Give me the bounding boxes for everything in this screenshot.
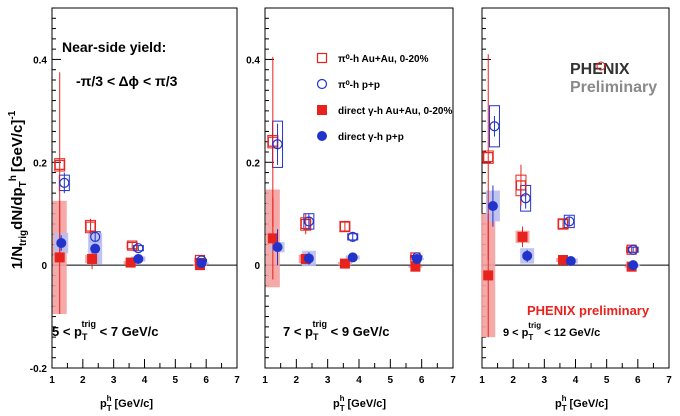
data-point (483, 152, 494, 163)
x-tick-label: 1 (262, 375, 268, 386)
data-point (557, 218, 569, 230)
data-point (272, 139, 283, 150)
legend-entry: direct γ-h p+p (317, 131, 404, 143)
x-tick-label: 7 (666, 375, 672, 386)
panel-1: -0.2 0 0.2 0.4 1 2 3 4 5 6 7 (30, 7, 240, 386)
data-point (411, 253, 422, 264)
x-tick-label: 6 (419, 375, 425, 386)
legend-label: π⁰-h Au+Au, 0-20% (338, 54, 429, 65)
y-tick-label: 0.4 (33, 55, 47, 66)
data-point (339, 221, 350, 232)
y-tick-label: 0 (254, 261, 260, 272)
delta-phi-range: -π/3 < Δϕ < π/3 (76, 73, 178, 89)
data-point (483, 270, 494, 281)
phenix-logo-subtitle: Preliminary (570, 79, 657, 96)
legend-marker-icon (316, 78, 328, 90)
x-tick-label: 7 (450, 375, 456, 386)
data-point (127, 240, 138, 251)
data-point (303, 253, 314, 264)
panels-layer: -0.2 0 0.2 0.4 1 2 3 4 5 6 7 0 0.2 0.4 1 2 3 4 5 6 7 1 2 3 4 5 6 7 (30, 7, 672, 386)
x-tick-label: 1 (479, 375, 485, 386)
legend-marker-icon (317, 105, 327, 115)
x-axis-label-3: pTh [GeV/c] (555, 394, 608, 413)
phenix-preliminary-label: PHENIX preliminary (527, 303, 650, 318)
data-point (133, 243, 144, 254)
x-tick-label: 2 (510, 375, 516, 386)
legend-marker-icon (316, 52, 328, 64)
data-point (517, 231, 528, 242)
panel-2-trig-range: 7 < pTtrig < 9 GeV/c (283, 319, 390, 342)
x-tick-label: 1 (49, 375, 55, 386)
legend-entry: π⁰-h Au+Au, 0-20% (316, 52, 429, 65)
data-point (59, 177, 70, 188)
x-tick-label: 5 (173, 375, 179, 386)
data-point (628, 260, 639, 271)
data-point (272, 242, 283, 253)
panel-1-trig-range: 5 < pTtrig < 7 GeV/c (52, 319, 159, 342)
data-point (133, 253, 144, 264)
data-point (515, 180, 527, 191)
data-point (522, 250, 533, 261)
data-point (300, 218, 311, 230)
data-point (54, 252, 65, 263)
data-point (56, 238, 67, 249)
data-point (489, 121, 500, 132)
panel-frame (51, 7, 238, 369)
legend: π⁰-h Au+Au, 0-20% π⁰-h p+p direct γ-h Au+A… (316, 52, 452, 143)
data-point (90, 243, 101, 254)
data-point (196, 258, 207, 269)
x-tick-label: 4 (142, 375, 148, 386)
x-tick-label: 2 (294, 375, 300, 386)
legend-label: π⁰-h p+p (338, 80, 380, 91)
legend-marker-icon (317, 131, 327, 141)
data-point (520, 193, 531, 204)
y-tick-label: 0.4 (246, 55, 260, 66)
data-point (90, 231, 101, 242)
data-point (628, 244, 639, 255)
y-tick-label: -0.2 (30, 364, 48, 375)
x-tick-label: 2 (80, 375, 86, 386)
x-tick-label: 5 (388, 375, 394, 386)
near-side-yield-title: Near-side yield: (62, 39, 166, 55)
data-point (303, 216, 314, 227)
data-point (347, 231, 358, 242)
legend-label: direct γ-h p+p (338, 132, 404, 143)
x-tick-label: 4 (573, 375, 579, 386)
x-tick-label: 4 (356, 375, 362, 386)
legend-entry: direct γ-h Au+Au, 0-20% (317, 105, 452, 117)
y-tick-label: 0.2 (33, 158, 47, 169)
panel-3: 1 2 3 4 5 6 7 (479, 7, 672, 386)
data-point (339, 258, 350, 269)
y-tick-label: 0.2 (246, 158, 260, 169)
x-axis-label-1: pTh [GeV/c] (100, 394, 153, 413)
data-point (85, 221, 96, 232)
legend-label: direct γ-h Au+Au, 0-20% (338, 106, 452, 117)
x-tick-label: 5 (604, 375, 610, 386)
panel-2: 0 0.2 0.4 1 2 3 4 5 6 7 (246, 7, 456, 386)
x-tick-label: 3 (111, 375, 117, 386)
data-point (267, 233, 278, 244)
data-point (565, 256, 576, 267)
data-point (87, 253, 98, 264)
data-point (487, 201, 498, 211)
y-tick-label: 0 (41, 261, 47, 272)
data-point (54, 159, 65, 170)
data-point (347, 252, 358, 263)
y-axis-label: 1/NtrigdN/dpTh[GeV/c]-1 (7, 110, 29, 269)
x-tick-label: 7 (234, 375, 240, 386)
x-tick-label: 6 (635, 375, 641, 386)
x-tick-label: 6 (203, 375, 209, 386)
phenix-logo-mark-icon (596, 61, 606, 71)
x-tick-label: 3 (542, 375, 548, 386)
x-tick-label: 3 (325, 375, 331, 386)
data-point (564, 216, 575, 227)
phenix-logo: PHENIX Preliminary (570, 61, 657, 96)
legend-entry: π⁰-h p+p (316, 78, 380, 91)
panel-3-trig-range: 9 < pTtrig < 12 GeV/c (503, 321, 600, 342)
x-axis-label-2: pTh [GeV/c] (333, 394, 386, 413)
